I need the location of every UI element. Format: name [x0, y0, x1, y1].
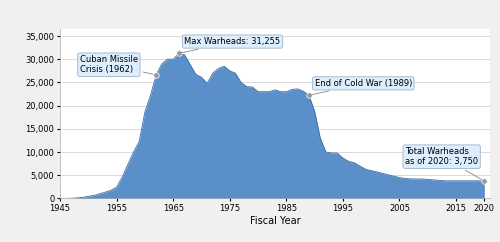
Text: Cuban Missile
Crisis (1962): Cuban Missile Crisis (1962): [80, 55, 154, 75]
Text: End of Cold War (1989): End of Cold War (1989): [312, 79, 412, 95]
X-axis label: Fiscal Year: Fiscal Year: [250, 216, 300, 226]
Text: Total Warheads
as of 2020: 3,750: Total Warheads as of 2020: 3,750: [405, 147, 482, 180]
Text: Max Warheads: 31,255: Max Warheads: 31,255: [182, 37, 280, 53]
